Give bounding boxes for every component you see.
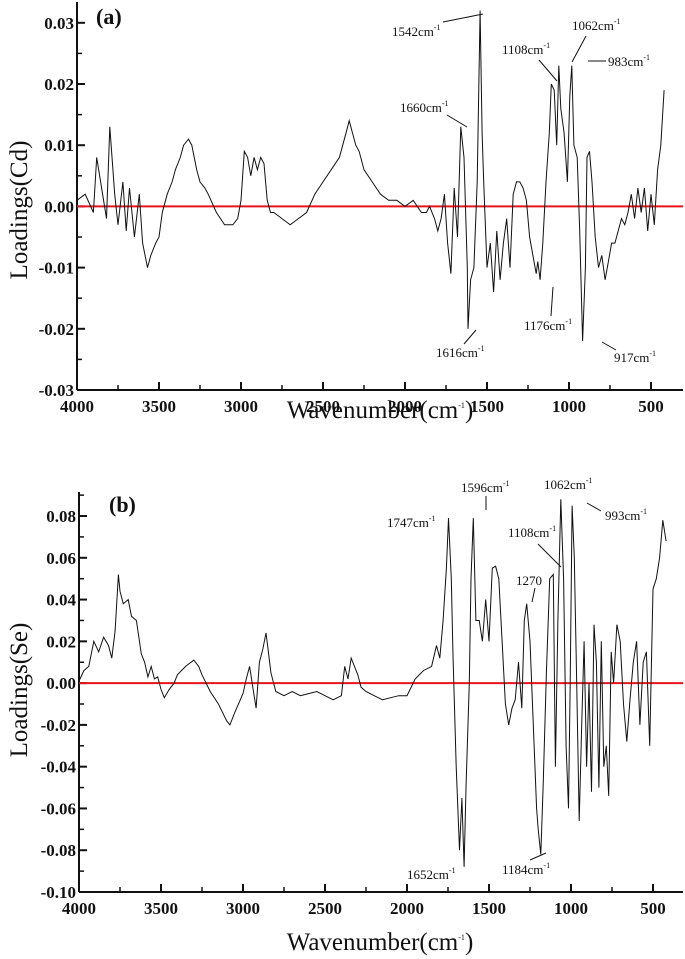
x-tick-label: 2000 <box>388 397 422 416</box>
panel-b-axes: 0.08 0.06 0.04 0.02 0.00 -0.02 -0.04 -0.06 -0.08… <box>41 492 683 918</box>
x-tick-label: 3500 <box>144 899 178 918</box>
x-tick-label: 2500 <box>306 397 340 416</box>
peak-annotation: 1062cm-1 <box>544 476 593 492</box>
peak-annotation: 1176cm-1 <box>524 317 572 333</box>
annotation-leader-line <box>538 59 558 82</box>
panel-b-x-axis-title: Wavenumber(cm-1) <box>287 929 474 956</box>
y-tick-label: -0.10 <box>41 883 76 902</box>
peak-annotation: 1108cm-1 <box>508 524 556 540</box>
annotation-leader-line <box>446 114 468 128</box>
y-tick-label: -0.03 <box>39 381 74 400</box>
annotation-leader-line <box>550 286 554 317</box>
x-tick-label: 4000 <box>62 899 96 918</box>
annotation-leader-line <box>442 13 484 23</box>
peak-annotation: 1596cm-1 <box>461 479 510 495</box>
panel-b-y-axis-title: Loadings(Se) <box>6 623 33 758</box>
annotation-leader-line <box>537 543 562 568</box>
peak-annotation: 1108cm-1 <box>502 41 550 57</box>
y-tick-label: -0.01 <box>39 259 74 278</box>
y-tick-label: 0.03 <box>44 14 74 33</box>
panel-b-label: (b) <box>109 492 136 517</box>
annotation-leader-line <box>586 502 602 512</box>
x-tick-label: 1000 <box>552 397 586 416</box>
peak-annotation: 1616cm-1 <box>436 344 485 360</box>
y-tick-label: 0.04 <box>46 591 76 610</box>
peak-annotation: 1184cm-1 <box>502 861 550 877</box>
peak-annotation: 1660cm-1 <box>400 99 449 115</box>
panel-a-loadings-line <box>76 10 665 342</box>
peak-annotation: 1747cm-1 <box>387 514 436 530</box>
annotation-leader-line <box>529 852 547 861</box>
y-tick-label: 0.00 <box>46 674 76 693</box>
y-tick-label: -0.02 <box>39 320 74 339</box>
y-tick-label: -0.08 <box>41 841 76 860</box>
panel-b-loadings-line <box>78 499 667 867</box>
x-tick-label: 4000 <box>60 397 94 416</box>
x-tick-label: 3500 <box>142 397 176 416</box>
panel-b-chart: 0.08 0.06 0.04 0.02 0.00 -0.02 -0.04 -0.06 -0.08… <box>6 476 683 956</box>
y-tick-label: 0.00 <box>44 197 74 216</box>
panel-a-annotations: 1542cm-1 1660cm-1 1108cm-1 1062cm-1 983cm-1 1… <box>392 13 656 365</box>
x-tick-label: 3000 <box>224 397 258 416</box>
y-tick-label: 0.01 <box>44 136 74 155</box>
peak-annotation: 1270 <box>516 573 542 588</box>
annotation-leader-line <box>601 341 617 351</box>
peak-annotation: 1652cm-1 <box>407 866 456 882</box>
x-tick-label: 3000 <box>226 899 260 918</box>
y-tick-label: 0.02 <box>46 632 76 651</box>
annotation-leader-line <box>463 329 477 345</box>
x-tick-label: 500 <box>638 397 664 416</box>
peak-annotation: 1062cm-1 <box>572 17 621 33</box>
y-tick-label: 0.02 <box>44 75 74 94</box>
peak-annotation: 993cm-1 <box>605 507 647 523</box>
peak-annotation: 917cm-1 <box>614 349 656 365</box>
panel-a-x-axis-title: Wavenumber(cm-1) <box>287 397 474 424</box>
panel-b-annotations: 1747cm-1 1596cm-1 1062cm-1 993cm-1 1108cm-1 1… <box>387 476 647 882</box>
y-tick-label: -0.04 <box>41 758 77 777</box>
annotation-leader-line <box>571 35 587 63</box>
x-tick-label: 1000 <box>554 899 588 918</box>
y-tick-label: 0.08 <box>46 507 76 526</box>
x-tick-label: 500 <box>640 899 666 918</box>
x-tick-label: 1500 <box>470 397 504 416</box>
y-tick-label: -0.06 <box>41 799 76 818</box>
peak-annotation: 983cm-1 <box>608 53 650 69</box>
x-tick-label: 2000 <box>390 899 424 918</box>
peak-annotation: 1542cm-1 <box>392 23 441 39</box>
panel-a-y-axis-title: Loadings(Cd) <box>6 141 33 280</box>
x-tick-label: 1500 <box>472 899 506 918</box>
y-tick-label: -0.02 <box>41 716 76 735</box>
y-tick-label: 0.06 <box>46 549 76 568</box>
x-tick-label: 2500 <box>308 899 342 918</box>
annotation-leader-line <box>531 587 536 603</box>
panel-a-label: (a) <box>96 4 122 29</box>
